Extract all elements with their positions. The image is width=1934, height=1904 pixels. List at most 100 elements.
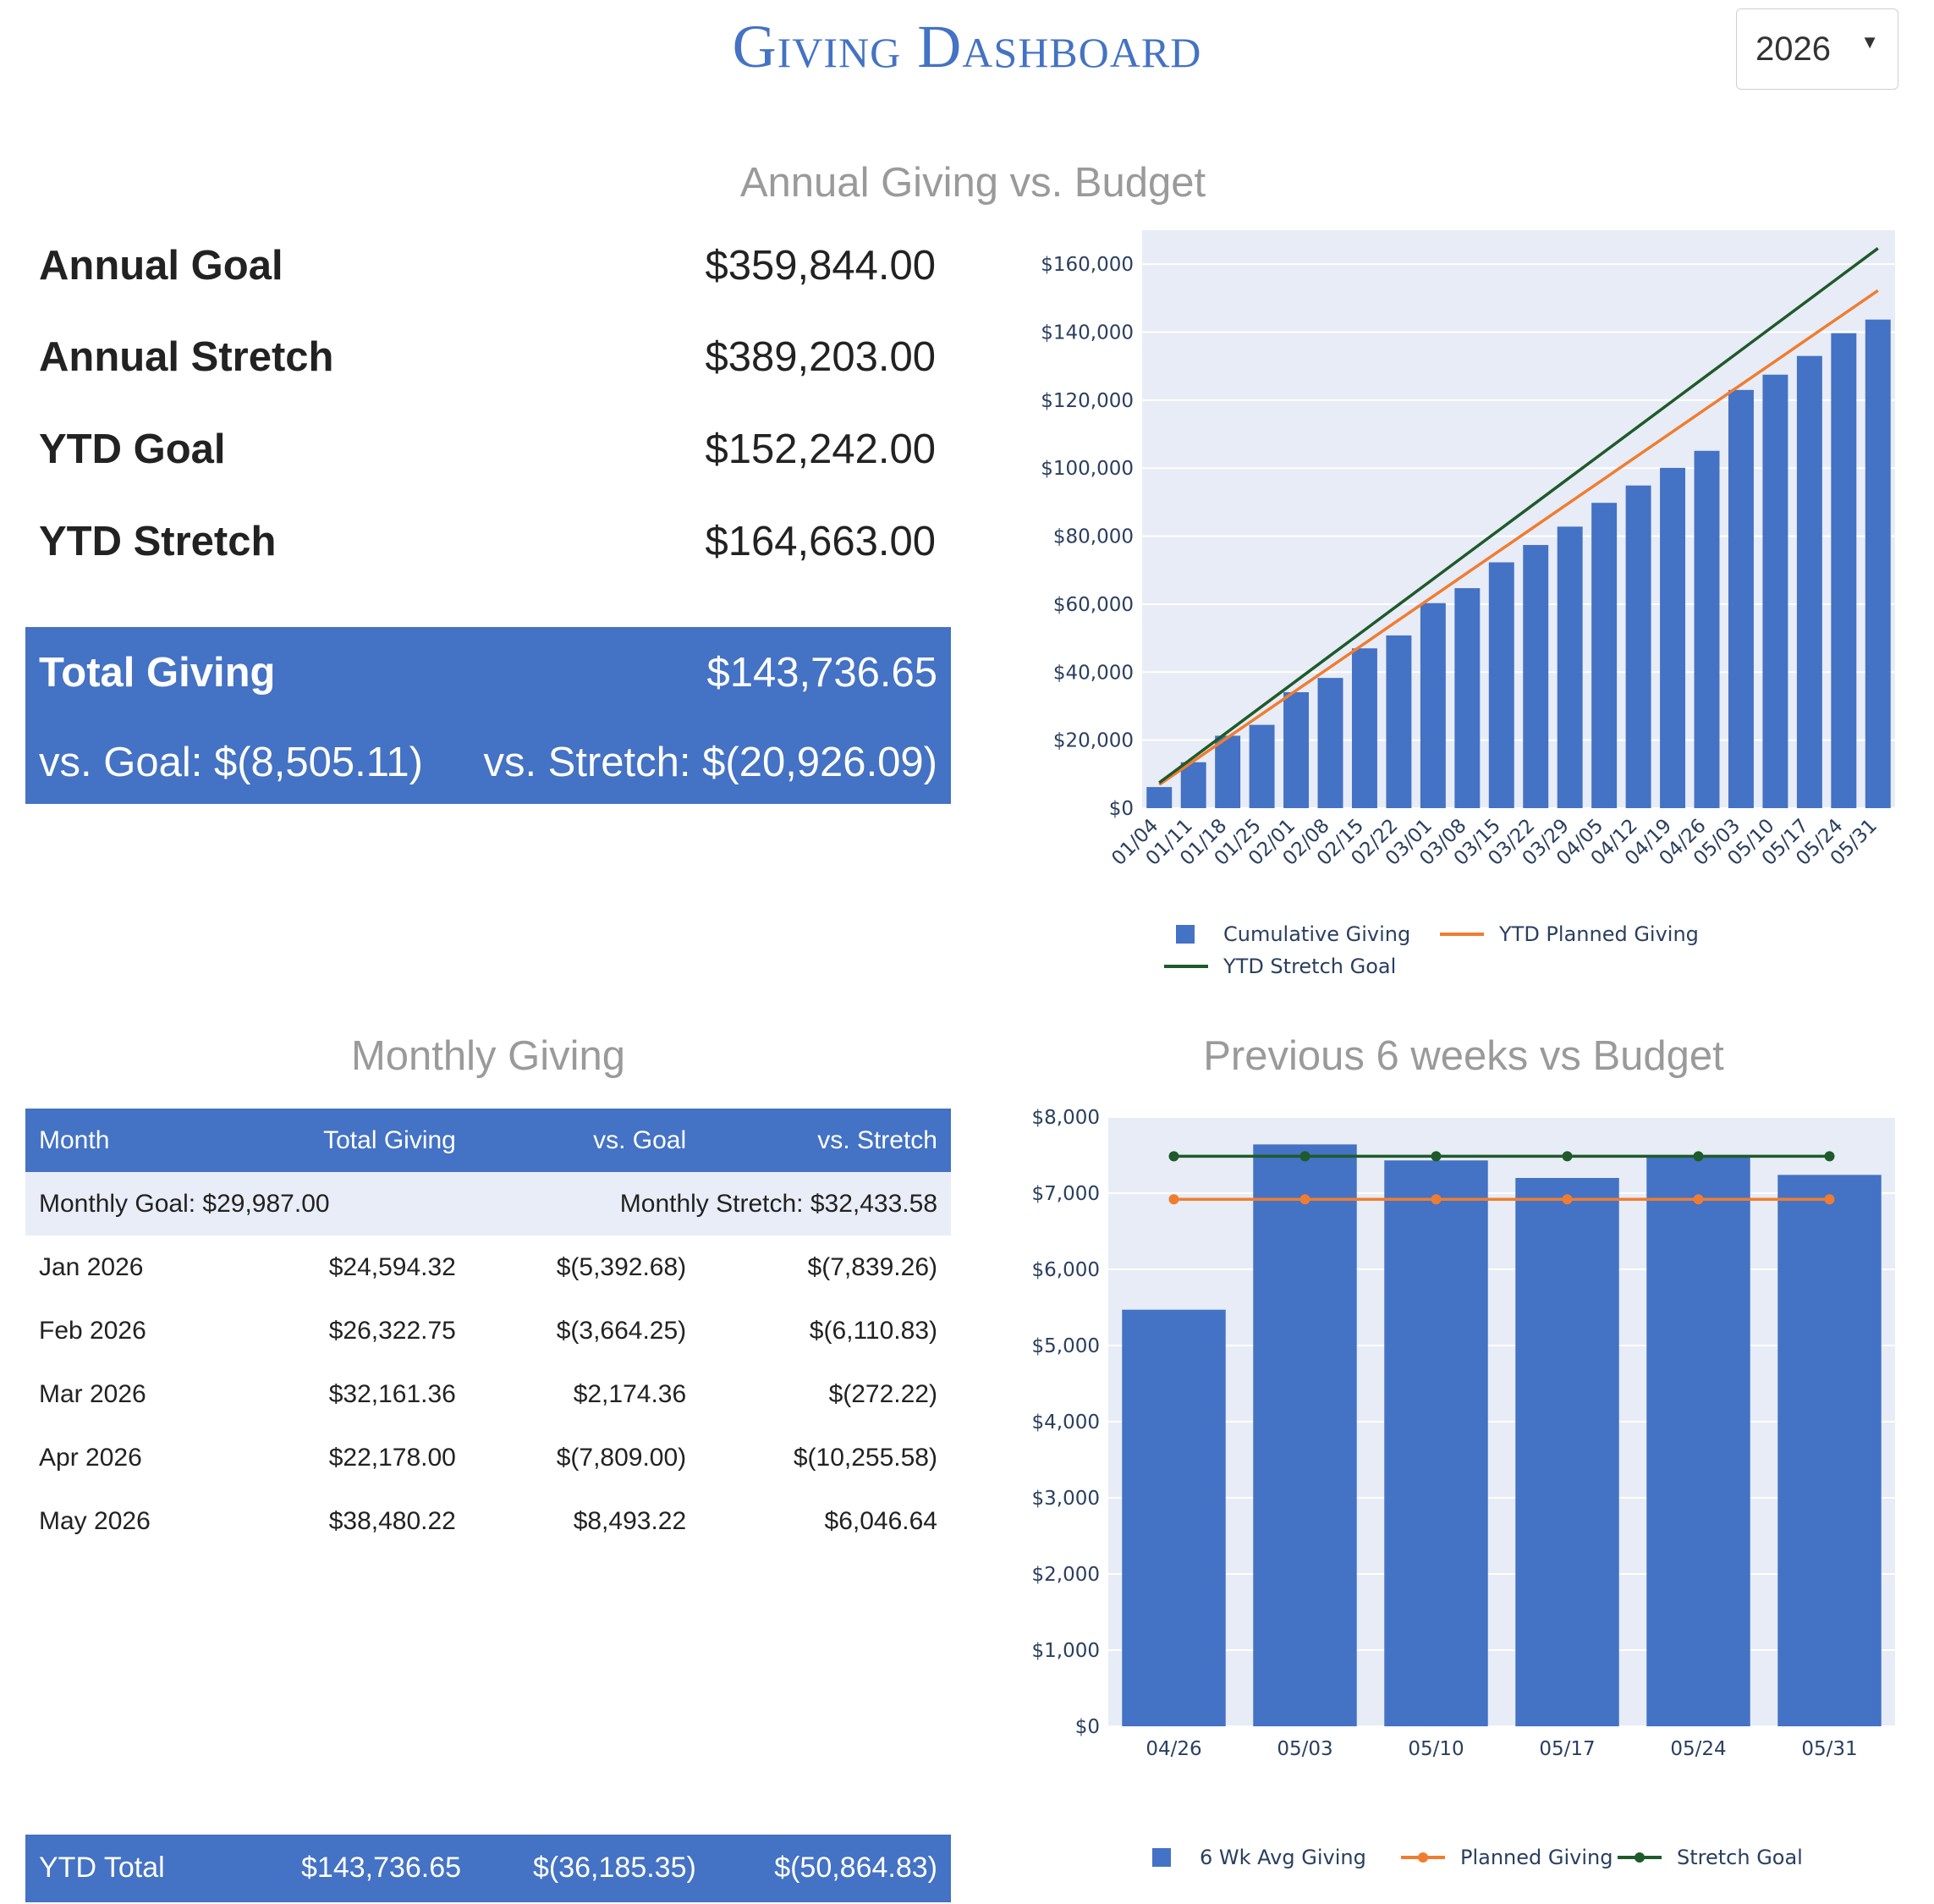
bar [1384,1160,1488,1726]
total-giving-label: Total Giving [39,650,276,696]
series-point [1431,1194,1442,1205]
bar [1523,545,1549,808]
bar [1488,562,1514,808]
month-cell: Mar 2026 [39,1379,146,1408]
bar [1515,1178,1619,1726]
total-cell: $26,322.75 [328,1316,456,1345]
col-header-total[interactable]: Total Giving [323,1125,456,1154]
monthly-stretch-text: Monthly Stretch: $32,433.58 [619,1189,937,1218]
month-cell: Feb 2026 [39,1316,146,1345]
vs-stretch-cell: $(272.22) [828,1379,937,1408]
vs-goal-text: vs. Goal: $(8,505.11) [39,740,423,785]
legend-marker [1418,1852,1428,1863]
x-tick-label: 04/26 [1146,1738,1201,1760]
bar [1625,485,1651,808]
bar [1122,1309,1226,1726]
y-tick-label: $2,000 [1032,1564,1100,1586]
y-tick-label: $0 [1075,1716,1100,1738]
y-tick-label: $120,000 [1041,390,1134,412]
series-point [1431,1151,1442,1162]
year-select[interactable]: 2026 ▼ [1736,8,1898,90]
y-tick-label: $4,000 [1032,1411,1100,1434]
bar [1146,787,1173,808]
vs-goal-cell: $(7,809.00) [556,1443,687,1472]
y-tick-label: $160,000 [1041,254,1134,276]
table-row: May 2026 $38,480.22 $8,493.22 $6,046.64 [25,1489,951,1553]
series-point [1693,1194,1704,1205]
total-giving-value: $143,736.65 [706,650,938,696]
series-point [1562,1194,1573,1205]
vs-goal-cell: $2,174.36 [573,1379,687,1408]
ytd-stretch-value: $164,663.00 [705,519,937,564]
year-select-value: 2026 [1755,30,1831,68]
bar [1660,467,1686,808]
vs-stretch-cell: $(6,110.83) [809,1316,937,1345]
annual-section-title: Annual Giving vs. Budget [739,160,1206,206]
y-tick-label: $3,000 [1032,1488,1100,1510]
bar [1180,762,1206,808]
annual-goal-label: Annual Goal [39,243,283,289]
ytd-total-label: YTD Total [39,1852,165,1884]
ytd-stretch-label: YTD Stretch [39,519,277,564]
y-tick-label: $8,000 [1032,1107,1100,1129]
monthly-goal-text: Monthly Goal: $29,987.00 [39,1189,330,1218]
vs-goal-cell: $(3,664.25) [556,1316,687,1345]
caret-down-icon: ▼ [1860,31,1879,52]
annual-goal-value: $359,844.00 [705,243,937,289]
bar [1215,735,1241,808]
bar [1796,355,1822,808]
col-header-vs-stretch[interactable]: vs. Stretch [817,1125,937,1154]
series-point [1824,1151,1835,1162]
ytd-goal-row: YTD Goal $152,242.00 [39,426,936,485]
bar [1865,319,1891,808]
y-tick-label: $100,000 [1041,458,1134,480]
total-cell: $32,161.36 [328,1379,456,1408]
ytd-goal-value: $152,242.00 [705,426,937,472]
bar [1420,603,1446,808]
vs-stretch-cell: $(10,255.58) [793,1443,937,1472]
monthly-giving-table: Month Total Giving vs. Goal vs. Stretch … [25,1109,951,1553]
month-cell: Apr 2026 [39,1443,142,1472]
total-cell: $22,178.00 [328,1443,456,1472]
series-line [1158,247,1879,784]
series-point [1299,1151,1310,1162]
vs-goal-cell: $(5,392.68) [556,1252,687,1281]
six-week-section-title: Previous 6 weeks vs Budget [1203,1033,1724,1079]
series-point [1168,1151,1179,1162]
ytd-total-vs-goal: $(36,185.35) [533,1852,696,1884]
bar [1831,333,1857,808]
legend-label: YTD Stretch Goal [1222,955,1396,978]
legend-label: YTD Planned Giving [1498,922,1699,946]
legend-swatch [1176,925,1195,944]
legend-label: 6 Wk Avg Giving [1200,1846,1366,1869]
bar [1646,1155,1750,1726]
vs-stretch-cell: $(7,839.26) [807,1252,937,1281]
table-row: Apr 2026 $22,178.00 $(7,809.00) $(10,255… [25,1426,951,1489]
series-point [1299,1194,1310,1205]
bar [1454,588,1481,808]
bar [1777,1175,1882,1726]
legend-label: Cumulative Giving [1223,922,1410,946]
col-header-vs-goal[interactable]: vs. Goal [593,1125,687,1154]
bar [1694,450,1720,808]
month-cell: May 2026 [39,1506,151,1535]
legend-marker [1635,1852,1645,1863]
annual-stretch-row: Annual Stretch $389,203.00 [39,333,936,393]
bar [1386,635,1412,808]
series-point [1693,1151,1704,1162]
legend-label: Stretch Goal [1677,1846,1803,1869]
bar [1762,374,1788,808]
ytd-goal-label: YTD Goal [39,426,226,472]
total-cell: $24,594.32 [328,1252,456,1281]
ytd-total-row: YTD Total $143,736.65 $(36,185.35) $(50,… [25,1835,951,1902]
x-tick-label: 05/03 [1277,1738,1332,1760]
col-header-month[interactable]: Month [39,1125,110,1154]
ytd-total-giving: $143,736.65 [301,1852,462,1884]
bar [1728,389,1754,808]
bar [1557,526,1583,808]
ytd-total-vs-stretch: $(50,864.83) [774,1852,937,1884]
x-tick-label: 05/24 [1670,1738,1726,1760]
series-line [1158,289,1879,786]
bar [1249,724,1275,808]
cumulative-giving-chart: $0 $20,000 $40,000 $60,000 $80,000 $100,000 $1… [1041,230,1895,978]
